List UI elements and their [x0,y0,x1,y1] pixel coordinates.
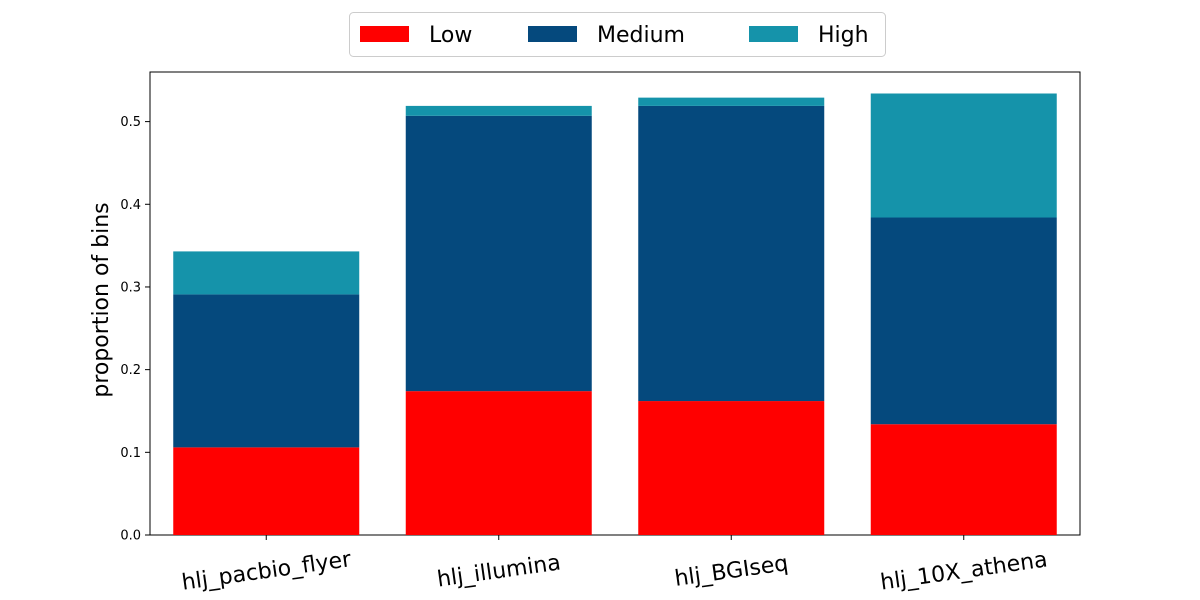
x-category-label: hlj_illumina [436,550,563,592]
bar-segment-medium-4 [870,217,1057,425]
x-axis: hlj_pacbio_flyer hlj_illumina hlj_BGIseq hl… [180,535,1049,596]
legend-label-low: Low [429,23,472,48]
y-axis: 0.0 0.1 0.2 0.3 0.4 0.5 [120,115,150,544]
y-tick-label: 0.4 [120,198,141,213]
y-tick-label: 0.5 [120,115,141,130]
bar-segment-low-1 [173,447,360,535]
y-tick-label: 0.0 [120,529,141,544]
bar-segment-high-2 [405,105,592,116]
x-category-label: hlj_10X_athena [879,547,1049,595]
y-tick-label: 0.1 [120,446,141,461]
bar-segment-low-4 [870,424,1057,535]
bars-group [173,93,1057,535]
bar-segment-high-1 [173,251,360,295]
y-tick-label: 0.2 [120,363,141,378]
legend-swatch-medium [528,26,577,42]
bar-segment-medium-1 [173,294,360,448]
x-category-label: hlj_pacbio_flyer [180,547,353,596]
bar-segment-high-3 [638,97,825,106]
legend-label-high: High [818,23,869,48]
x-category-label: hlj_BGIseq [673,551,790,592]
bar-segment-low-3 [638,401,825,535]
legend-swatch-high [749,26,798,42]
legend-swatch-low [360,26,409,42]
bar-segment-medium-2 [405,115,592,392]
plot-area-frame [149,71,1081,536]
bar-segment-high-4 [870,93,1057,218]
legend-label-medium: Medium [597,23,685,48]
bar-segment-medium-3 [638,105,825,402]
y-axis-title: proportion of bins [89,202,114,397]
legend: Low Medium High [349,12,886,57]
bar-segment-low-2 [405,391,592,535]
y-tick-label: 0.3 [120,280,141,295]
legend-frame [349,12,886,57]
